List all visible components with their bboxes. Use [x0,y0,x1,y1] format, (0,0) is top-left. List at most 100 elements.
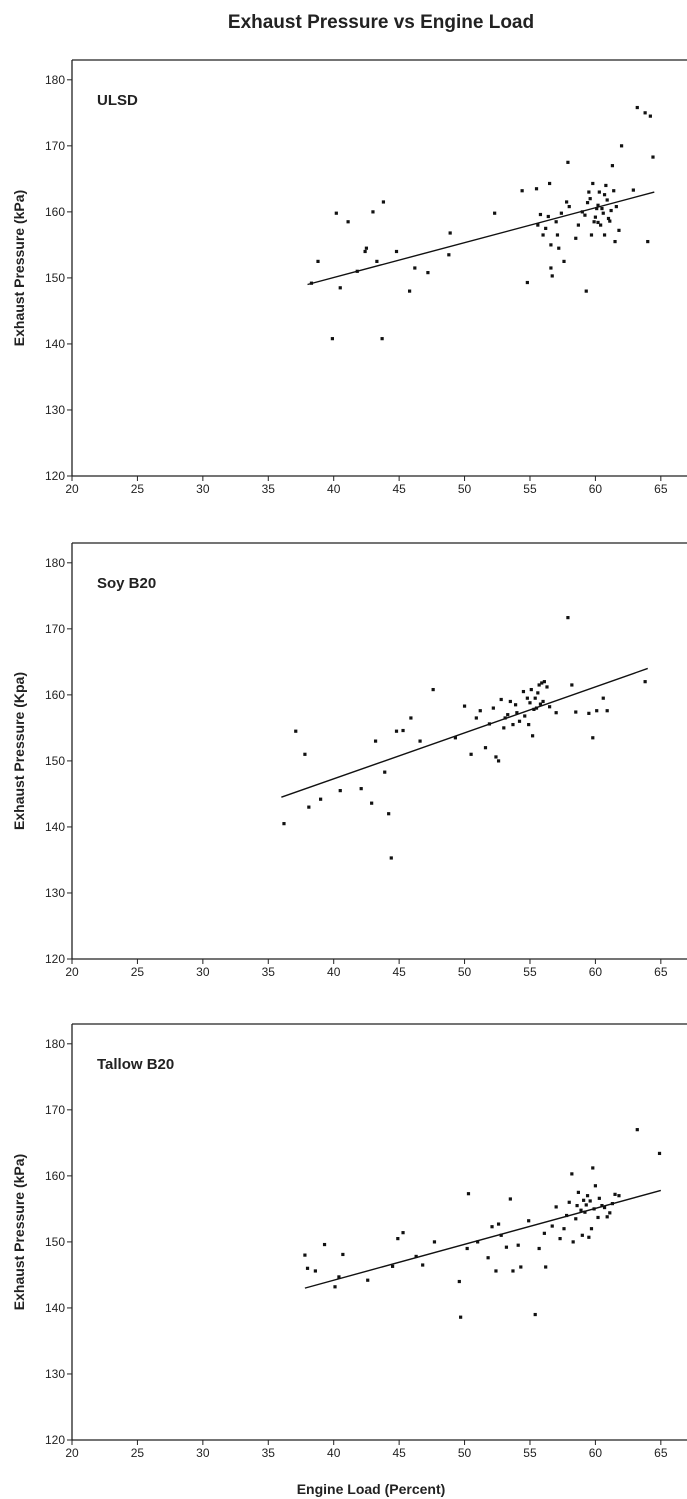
data-point [567,204,571,209]
data-point [496,1222,501,1226]
data-point [606,216,611,221]
data-point [580,1233,584,1237]
data-point [571,1240,575,1244]
data-point [548,705,552,709]
scatter-panel: 120 130 140 150 160 170 180 20 25 30 35 40 45 50 55 60 6… [11,59,687,496]
data-point [303,752,307,756]
data-point [305,1266,310,1270]
data-point [346,220,350,224]
data-point [566,160,570,164]
data-point [597,190,601,194]
data-point [570,1172,574,1176]
data-point [534,706,539,710]
data-point [602,1205,607,1210]
y-tick-label: 180 [45,73,65,87]
x-tick-label: 25 [131,1446,145,1460]
data-point [591,736,595,740]
x-tick-label: 45 [392,965,406,979]
data-point [592,1207,596,1211]
data-point [517,719,522,723]
x-tick-label: 65 [654,482,668,496]
data-point [533,1312,537,1317]
data-point [338,789,342,793]
trend-line [304,1189,662,1289]
data-point [366,1278,370,1282]
y-tick-label: 130 [45,886,65,900]
panel-label: Soy B20 [97,575,156,592]
data-point [486,1256,490,1260]
data-point [282,822,286,826]
data-point [657,1151,662,1156]
data-point [591,1166,595,1170]
data-point [375,259,379,263]
x-tick-label: 20 [65,1446,79,1460]
data-point [394,249,399,254]
data-point [595,709,599,713]
data-point [582,1198,586,1202]
data-point [521,689,526,694]
x-tick-label: 25 [131,965,145,979]
y-axis-label: Exhaust Pressure (kPa) [11,1154,27,1310]
x-tick-label: 20 [65,965,79,979]
y-tick-label: 150 [45,1235,65,1249]
data-point [494,755,498,759]
data-point [457,1279,461,1284]
data-point [544,1265,548,1269]
x-tick-label: 30 [196,1446,210,1460]
data-point [574,1217,578,1221]
data-point [562,1227,566,1231]
data-point [307,805,311,809]
x-tick-label: 60 [589,482,603,496]
x-tick-label: 40 [327,1446,341,1460]
data-point [542,680,546,684]
data-point [557,246,561,250]
data-point [394,729,399,733]
data-point [544,226,548,230]
y-tick-label: 140 [45,1301,65,1315]
data-point [431,687,435,692]
trend-line [281,667,648,798]
data-point [648,114,652,118]
data-point [587,190,591,194]
data-point [596,220,600,225]
data-point [549,266,553,270]
data-point [542,1231,546,1235]
data-point [401,1231,405,1235]
data-point [319,797,323,801]
data-point [643,111,647,115]
data-point [584,289,588,293]
data-point [608,219,612,223]
data-point [523,714,527,718]
data-point [602,193,607,197]
data-point [597,1196,601,1200]
data-point [541,699,545,704]
y-tick-label: 120 [45,952,65,966]
y-tick-label: 180 [45,1037,65,1051]
data-point [371,210,375,214]
data-point [566,616,570,620]
data-point [490,1225,494,1229]
data-point [585,1194,590,1198]
data-point [508,699,512,704]
data-point [602,233,607,237]
panel-label: ULSD [97,92,138,109]
data-point [491,706,495,710]
data-point [554,711,558,715]
data-point [364,246,369,250]
data-point [389,856,393,860]
data-point [574,710,578,714]
data-point [609,208,613,213]
data-point [511,722,515,727]
data-point [506,713,510,717]
data-point [530,734,535,738]
data-point [589,1227,594,1231]
x-tick-label: 35 [262,1446,276,1460]
data-point [355,269,359,273]
data-point [508,1197,512,1201]
data-point [383,770,387,774]
data-point [617,228,621,232]
data-point [525,696,529,700]
y-tick-label: 180 [45,556,65,570]
data-point [546,214,550,219]
data-point [536,223,540,227]
